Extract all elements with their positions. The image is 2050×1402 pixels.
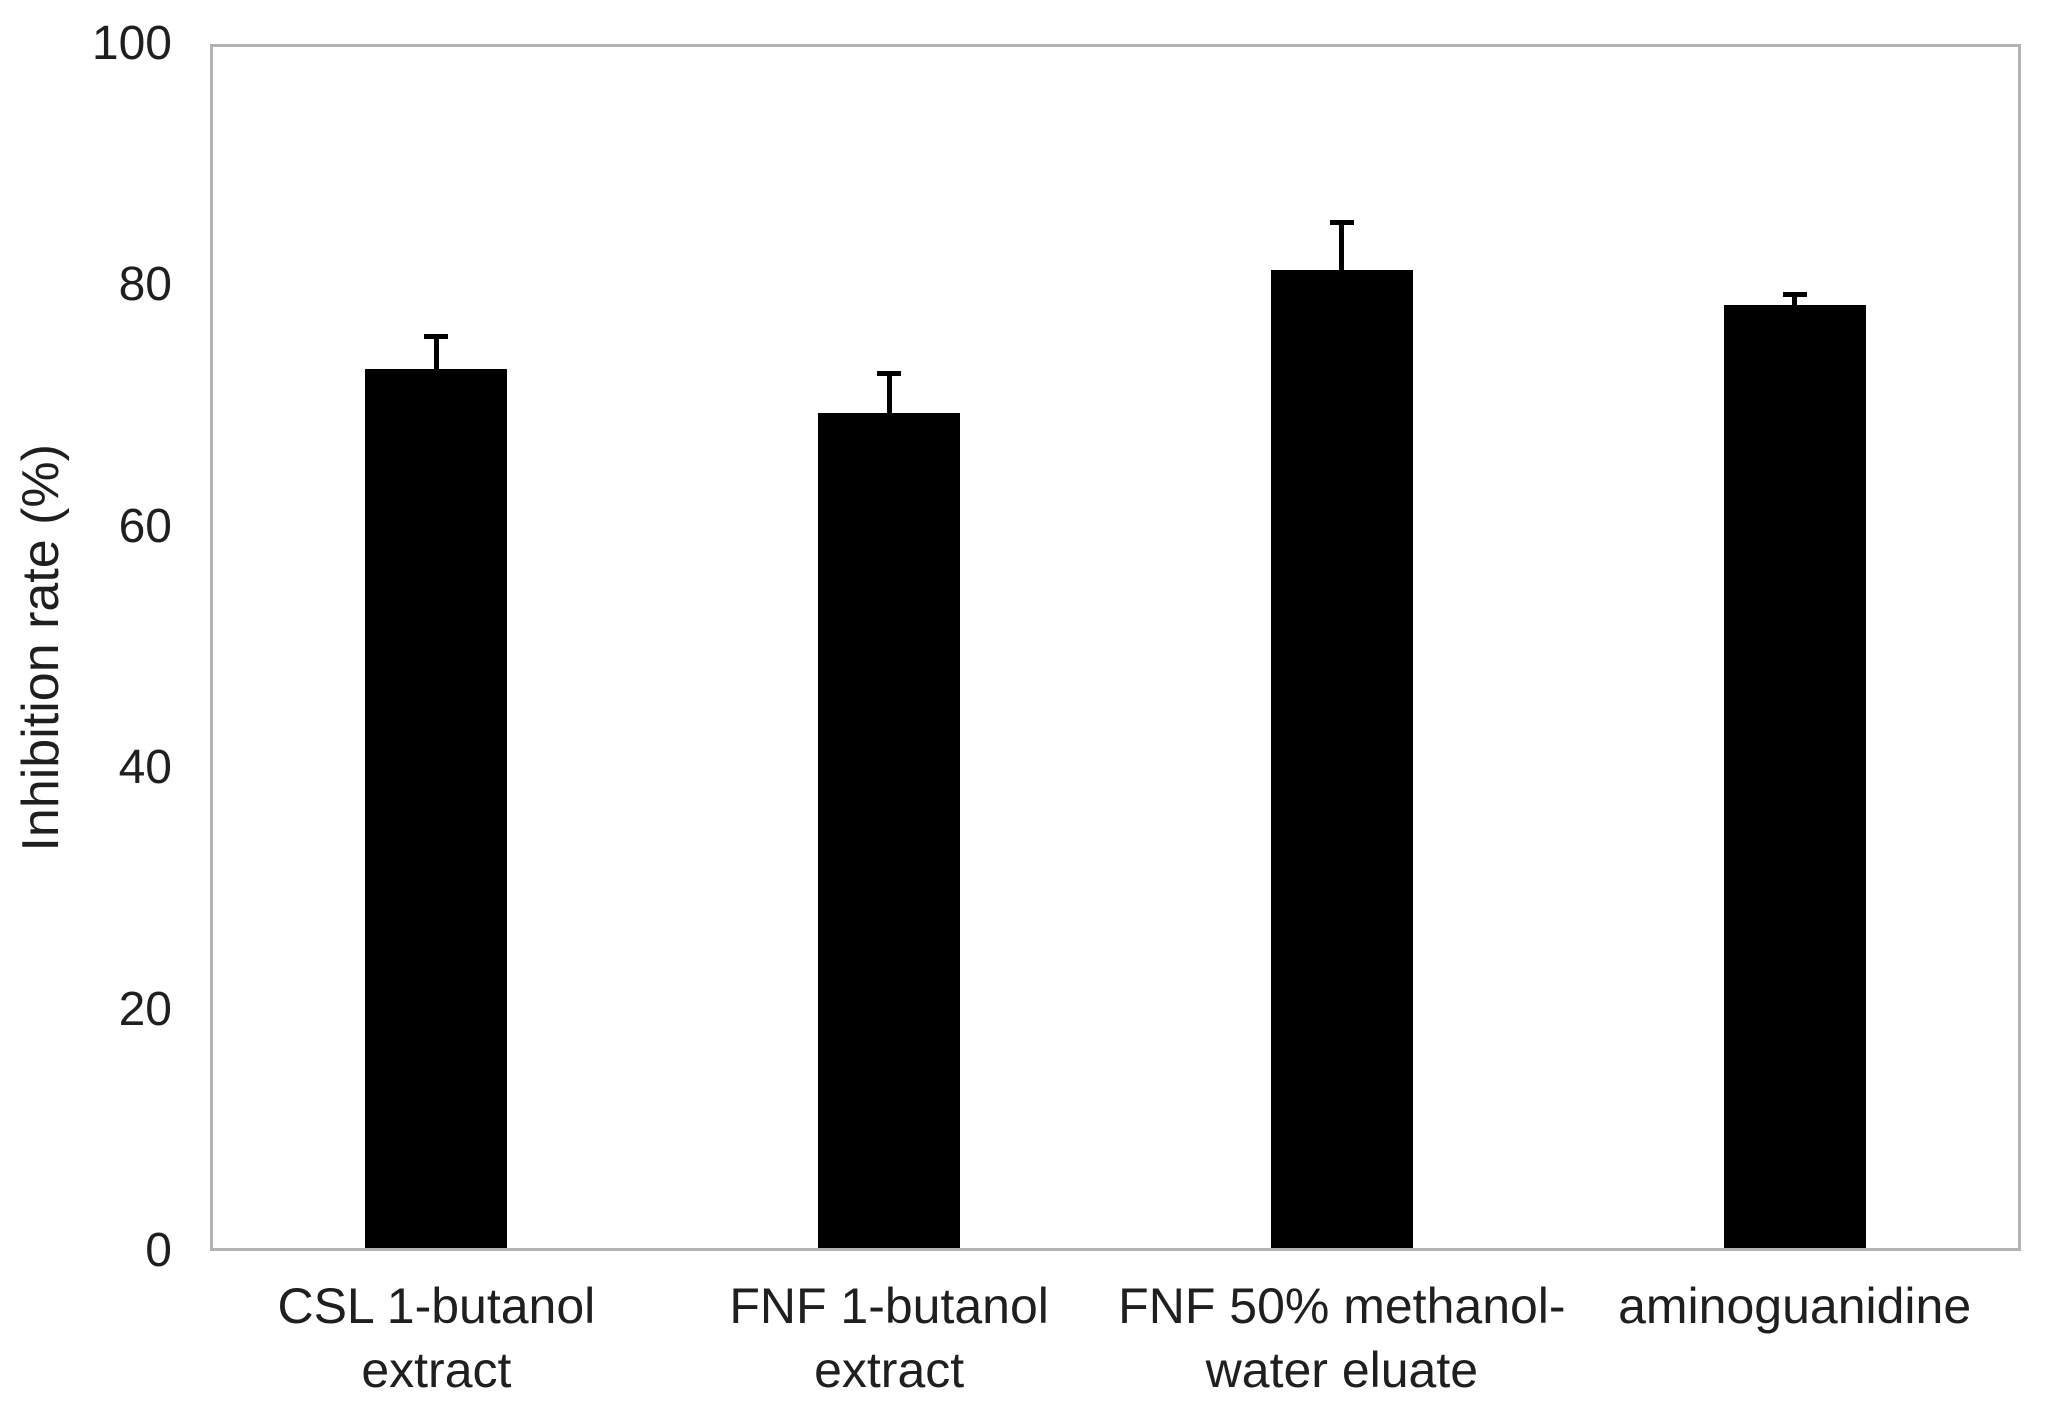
plot-area — [210, 44, 2021, 1251]
x-category-label-4: aminoguanidine — [1618, 1278, 1972, 1334]
y-tick-label-60: 60 — [118, 499, 172, 553]
bar-3 — [1270, 270, 1413, 1248]
x-category-label-2: FNF 1-butanol extract — [729, 1278, 1049, 1398]
error-bar-cap-1 — [424, 334, 449, 340]
y-tick-label-80: 80 — [118, 258, 172, 312]
error-bar-cap-2 — [877, 370, 902, 376]
x-category-label-1: CSL 1-butanol extract — [277, 1278, 596, 1398]
y-tick-label-100: 100 — [91, 17, 172, 70]
error-bar-cap-4 — [1782, 292, 1807, 298]
x-category-label-3: FNF 50% methanol- water eluate — [1118, 1278, 1566, 1398]
bar-1 — [365, 369, 508, 1248]
y-tick-label-40: 40 — [118, 741, 172, 795]
error-bar-line-3 — [1339, 219, 1345, 271]
error-bar-line-4 — [1792, 292, 1798, 306]
bar-2 — [818, 412, 961, 1248]
error-bar-line-1 — [433, 334, 439, 370]
y-tick-label-20: 20 — [118, 982, 172, 1036]
error-bar-cap-3 — [1329, 219, 1354, 225]
bar-4 — [1723, 305, 1866, 1248]
y-tick-label-0: 0 — [145, 1224, 172, 1277]
y-axis-tick-labels: 0 20 40 60 80 100 — [0, 0, 172, 1402]
error-bar-line-2 — [886, 370, 892, 413]
